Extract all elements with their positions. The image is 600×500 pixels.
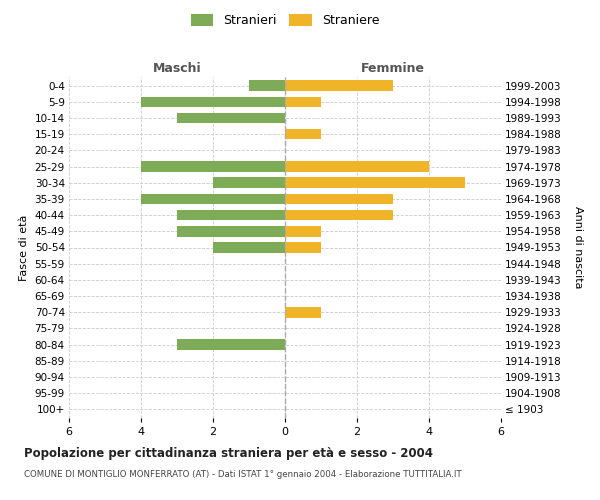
- Bar: [285, 194, 393, 204]
- Text: Femmine: Femmine: [361, 62, 425, 75]
- Bar: [141, 96, 285, 107]
- Bar: [285, 80, 393, 91]
- Y-axis label: Anni di nascita: Anni di nascita: [573, 206, 583, 288]
- Bar: [141, 162, 285, 172]
- Legend: Stranieri, Straniere: Stranieri, Straniere: [186, 8, 384, 32]
- Bar: [285, 242, 321, 253]
- Text: Popolazione per cittadinanza straniera per età e sesso - 2004: Popolazione per cittadinanza straniera p…: [24, 448, 433, 460]
- Y-axis label: Fasce di età: Fasce di età: [19, 214, 29, 280]
- Bar: [285, 226, 321, 236]
- Bar: [285, 96, 321, 107]
- Bar: [285, 162, 429, 172]
- Text: Maschi: Maschi: [152, 62, 202, 75]
- Bar: [177, 112, 285, 123]
- Bar: [213, 242, 285, 253]
- Bar: [285, 307, 321, 318]
- Bar: [177, 340, 285, 350]
- Bar: [177, 210, 285, 220]
- Bar: [177, 226, 285, 236]
- Bar: [285, 129, 321, 140]
- Bar: [141, 194, 285, 204]
- Text: COMUNE DI MONTIGLIO MONFERRATO (AT) - Dati ISTAT 1° gennaio 2004 - Elaborazione : COMUNE DI MONTIGLIO MONFERRATO (AT) - Da…: [24, 470, 461, 479]
- Bar: [285, 178, 465, 188]
- Bar: [249, 80, 285, 91]
- Bar: [213, 178, 285, 188]
- Bar: [285, 210, 393, 220]
